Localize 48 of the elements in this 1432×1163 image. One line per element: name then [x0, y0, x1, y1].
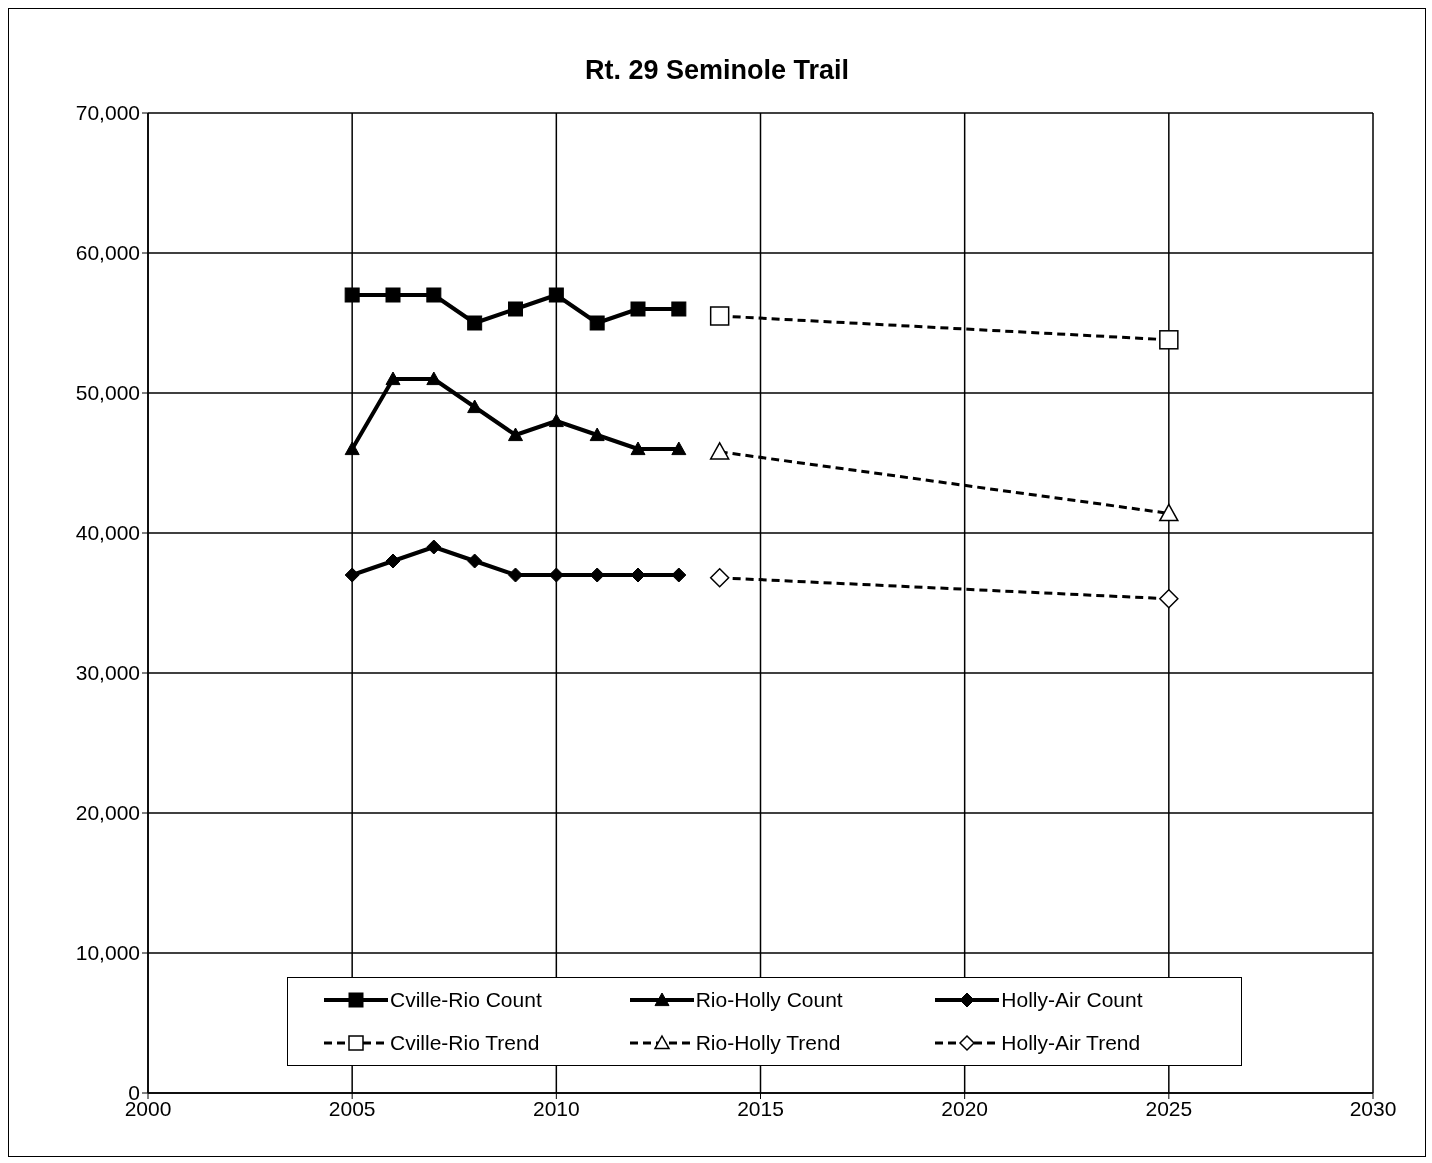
- point: [344, 287, 360, 303]
- y-tick-label: 10,000: [75, 941, 140, 965]
- point: [671, 567, 687, 583]
- legend-label: Cville-Rio Count: [390, 987, 542, 1012]
- x-tick-label: 2020: [941, 1096, 989, 1120]
- y-tick-label: 50,000: [75, 381, 140, 405]
- point: [426, 371, 442, 386]
- point: [467, 553, 483, 569]
- point: [385, 287, 401, 303]
- point: [630, 301, 646, 317]
- point: [671, 441, 687, 456]
- point: [589, 315, 605, 331]
- point: [508, 567, 523, 583]
- y-tick-label: 70,000: [75, 101, 140, 125]
- point: [1159, 330, 1179, 350]
- point: [548, 413, 564, 428]
- point: [709, 568, 730, 588]
- y-tick-label: 40,000: [75, 521, 140, 545]
- y-tick-label: 60,000: [75, 241, 140, 265]
- point: [426, 539, 442, 555]
- legend-label: Rio-Holly Trend: [695, 1031, 841, 1056]
- point: [508, 427, 523, 442]
- point: [1159, 589, 1179, 609]
- x-tick-label: 2025: [1145, 1096, 1193, 1120]
- point: [508, 301, 523, 317]
- legend-label: Cville-Rio Trend: [390, 1031, 540, 1056]
- point: [385, 371, 401, 386]
- chart-title: Rt. 29 Seminole Trail: [583, 55, 851, 86]
- y-tick-label: 30,000: [75, 661, 140, 685]
- point: [426, 287, 442, 303]
- point: [385, 553, 401, 569]
- point: [548, 287, 564, 303]
- x-tick-label: 2005: [328, 1096, 376, 1120]
- point: [709, 306, 730, 326]
- point: [467, 315, 483, 331]
- point: [344, 567, 360, 583]
- legend-label: Holly-Air Count: [1001, 987, 1143, 1012]
- point: [589, 427, 605, 442]
- x-tick-label: 2010: [532, 1096, 580, 1120]
- x-tick-label: 2030: [1349, 1096, 1397, 1120]
- legend-label: Rio-Holly Count: [695, 987, 843, 1012]
- point: [671, 301, 687, 317]
- x-tick-label: 2015: [737, 1096, 784, 1120]
- legend-label: Holly-Air Trend: [1001, 1031, 1141, 1056]
- y-tick-label: 20,000: [75, 801, 140, 825]
- point: [630, 441, 646, 456]
- point: [344, 441, 360, 456]
- point: [467, 399, 483, 414]
